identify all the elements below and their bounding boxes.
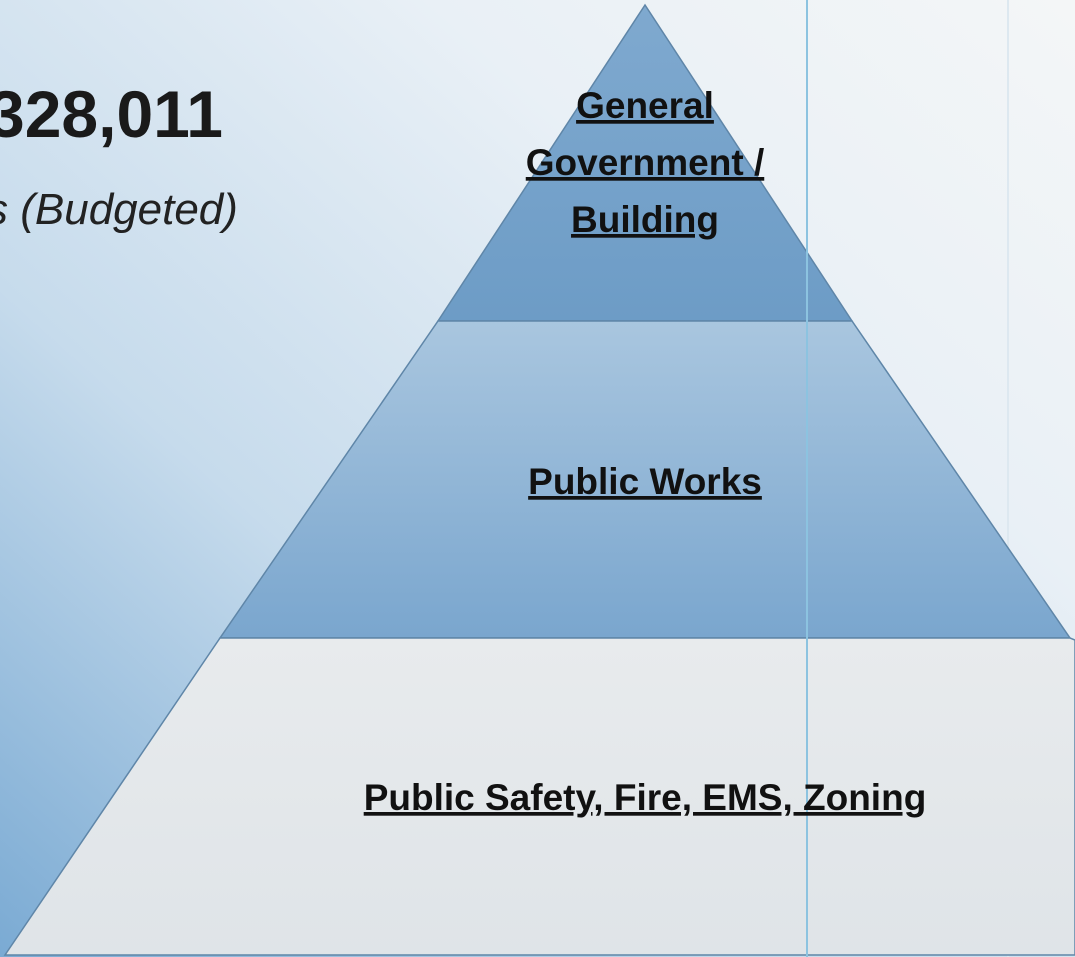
subtitle: s (Budgeted) <box>0 185 238 234</box>
tier-label: Public Works <box>528 461 762 502</box>
tier-label: Public Safety, Fire, EMS, Zoning <box>364 777 927 818</box>
amount: 328,011 <box>0 77 223 151</box>
tier-label: Government / <box>526 142 765 183</box>
tier-label: Building <box>571 199 719 240</box>
tier-label: General <box>576 85 714 126</box>
